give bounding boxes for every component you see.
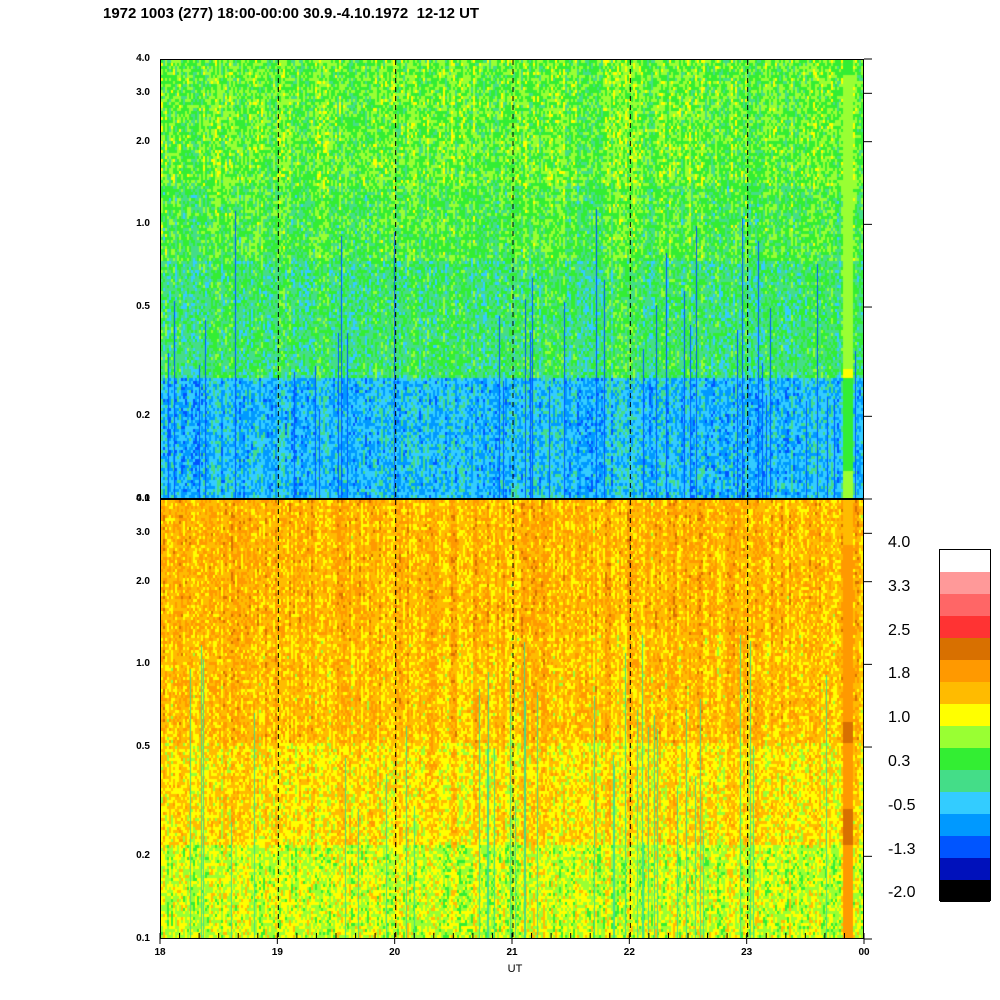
colorbar-label: 2.5 [888, 621, 911, 639]
colorbar-swatch [940, 814, 990, 836]
y-tick-label: 0.1 [136, 933, 150, 944]
y-tick-label: 2.0 [136, 135, 150, 147]
colorbar-swatch [940, 660, 990, 682]
colorbar-swatch [940, 572, 990, 594]
colorbar-swatch [940, 638, 990, 660]
x-axis-title: UT [507, 963, 523, 975]
colorbar-label: 4.0 [888, 534, 911, 551]
colorbar-label: 1.8 [888, 665, 911, 683]
x-tick-label: 22 [623, 947, 635, 958]
x-tick-label: 23 [741, 947, 753, 958]
colorbar-swatch [940, 792, 990, 814]
colorbar-swatch [940, 594, 990, 616]
colorbar-swatch [940, 682, 990, 704]
x-tick-label: 20 [389, 947, 401, 958]
colorbar-swatch [940, 726, 990, 748]
colorbar-swatch [940, 880, 990, 902]
colorbar-label: -2.0 [888, 884, 916, 902]
y-tick-label: 0.1 [136, 493, 150, 504]
y-tick-label: 3.0 [136, 87, 150, 99]
colorbar-swatch [940, 616, 990, 638]
y-tick-label: 1.0 [136, 218, 150, 230]
colorbar-label: 1.0 [888, 709, 911, 727]
x-tick-label: 18 [154, 947, 166, 958]
spectrogram-bottom [160, 499, 864, 939]
colorbar-label: 0.3 [888, 753, 911, 770]
colorbar-label: 3.3 [888, 577, 911, 595]
colorbar-swatch [940, 858, 990, 880]
colorbar-swatch [940, 550, 990, 572]
colorbar-swatch [940, 836, 990, 858]
y-tick-label: 0.5 [136, 301, 150, 313]
chart-title: 1972 1003 (277) 18:00-00:00 30.9.-4.10.1… [103, 5, 480, 22]
y-tick-label: 0.5 [136, 741, 150, 753]
spectrogram-top [160, 59, 864, 499]
y-tick-label: 0.2 [136, 850, 150, 862]
colorbar [939, 549, 991, 902]
colorbar-swatch [940, 704, 990, 726]
y-tick-label: 0.2 [136, 410, 150, 422]
y-tick-label: 2.0 [136, 575, 150, 587]
y-tick-label: 1.0 [136, 658, 150, 670]
y-tick-label: 3.0 [136, 527, 150, 539]
colorbar-label: -0.5 [888, 796, 916, 814]
y-tick-label: 4.0 [136, 53, 150, 64]
x-tick-label: 00 [858, 947, 870, 958]
x-tick-label: 19 [271, 947, 283, 958]
y-tick-label: 4.0 [136, 493, 150, 504]
colorbar-label: -1.3 [888, 840, 916, 858]
colorbar-swatch [940, 748, 990, 770]
colorbar-swatch [940, 770, 990, 792]
x-tick-label: 21 [506, 947, 518, 958]
